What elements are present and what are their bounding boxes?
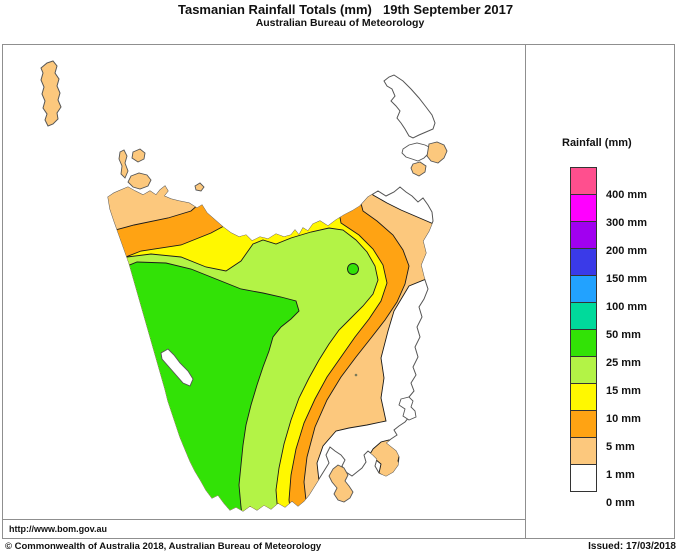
legend-swatch-10mm bbox=[570, 383, 597, 411]
legend-label-200mm: 200 mm bbox=[606, 245, 647, 257]
legend-color-ramp bbox=[570, 167, 597, 492]
bom-url: http://www.bom.gov.au bbox=[9, 524, 107, 534]
legend-label-300mm: 300 mm bbox=[606, 217, 647, 229]
cape-barren-island-west bbox=[401, 142, 432, 162]
cape-barren-island-east bbox=[426, 141, 448, 164]
legend-swatch-15mm bbox=[570, 356, 597, 384]
legend-label-400mm: 400 mm bbox=[606, 189, 647, 201]
map-date: 19th September 2017 bbox=[383, 2, 514, 17]
page-title: Tasmanian Rainfall Totals (mm) bbox=[178, 2, 372, 17]
legend-swatch-300mm bbox=[570, 194, 597, 222]
legend-swatch-100mm bbox=[570, 275, 597, 303]
three-hummock-island bbox=[131, 148, 146, 163]
legend-swatch-0mm bbox=[570, 464, 597, 492]
legend-label-50mm: 50 mm bbox=[606, 329, 641, 341]
legend-label-15mm: 15 mm bbox=[606, 385, 641, 397]
legend-label-5mm: 5 mm bbox=[606, 441, 635, 453]
map-frame: http://www.bom.gov.au Rainfall (mm) 400 … bbox=[2, 44, 675, 539]
legend-panel: Rainfall (mm) 400 mm 300 mm 200 mm 150 m… bbox=[525, 45, 675, 538]
hunter-island bbox=[118, 149, 129, 179]
legend-swatch-400mm bbox=[570, 167, 597, 195]
rainfall-spot-25mm bbox=[347, 263, 359, 275]
robbins-island bbox=[127, 172, 152, 190]
page-subtitle: Australian Bureau of Meteorology bbox=[255, 17, 425, 29]
issued-date: Issued: 17/03/2018 bbox=[588, 541, 676, 552]
legend-label-1mm: 1 mm bbox=[606, 469, 635, 481]
legend-label-10mm: 10 mm bbox=[606, 413, 641, 425]
small-lake-dot bbox=[354, 373, 358, 377]
map-footer-strip: http://www.bom.gov.au bbox=[3, 519, 525, 538]
legend-swatch-200mm bbox=[570, 221, 597, 249]
bruny-island bbox=[328, 464, 354, 503]
copyright-notice: © Commonwealth of Australia 2018, Austra… bbox=[5, 541, 322, 552]
king-island bbox=[40, 60, 62, 127]
legend-label-25mm: 25 mm bbox=[606, 357, 641, 369]
macquarie-harbour-lake bbox=[160, 348, 194, 387]
legend-label-0mm: 0 mm bbox=[606, 497, 635, 509]
legend-label-150mm: 150 mm bbox=[606, 273, 647, 285]
small-island-nw bbox=[194, 182, 205, 192]
maria-island bbox=[398, 396, 417, 421]
legend-swatch-5mm bbox=[570, 410, 597, 438]
legend-swatch-150mm bbox=[570, 248, 597, 276]
legend-label-100mm: 100 mm bbox=[606, 301, 647, 313]
legend-swatch-25mm bbox=[570, 329, 597, 357]
map-panel: http://www.bom.gov.au bbox=[3, 45, 525, 538]
tasmania-rainfall-map bbox=[40, 60, 448, 512]
clarke-island bbox=[410, 161, 427, 177]
legend-swatch-1mm bbox=[570, 437, 597, 465]
flinders-island bbox=[383, 74, 436, 139]
legend-swatch-50mm bbox=[570, 302, 597, 330]
legend-title: Rainfall (mm) bbox=[562, 137, 632, 149]
